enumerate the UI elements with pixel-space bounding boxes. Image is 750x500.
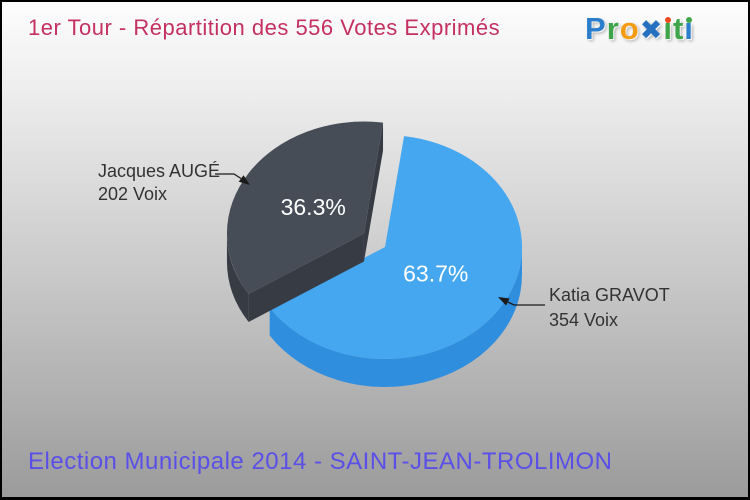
logo-letter: r xyxy=(606,11,620,46)
logo-letter-dot xyxy=(686,17,693,23)
arrowhead-left xyxy=(238,175,250,185)
pie-slice-side xyxy=(269,247,522,387)
candidate-name-right: Katia GRAVOT xyxy=(549,285,670,305)
candidate-name-left: Jacques AUGÉ xyxy=(98,161,220,181)
pie-slice-cut-face xyxy=(248,233,364,322)
pie-slice-top xyxy=(269,136,522,359)
callout-jacques-auge: Jacques AUGÉ 202 Voix xyxy=(98,161,250,204)
pie-slice-side xyxy=(226,233,249,322)
candidate-votes-left: 202 Voix xyxy=(98,184,167,204)
logo-letter: o xyxy=(619,11,640,46)
pie-percent-label: 36.3% xyxy=(281,194,346,220)
logo-letter: ı xyxy=(663,11,673,46)
pie-percent-label: 63.7% xyxy=(403,261,468,287)
logo-letter: ✖ xyxy=(639,15,664,45)
footer-caption: Election Municipale 2014 - SAINT-JEAN-TR… xyxy=(28,448,613,475)
candidate-votes-right: 354 Voix xyxy=(549,310,618,330)
logo-letter: ı xyxy=(684,11,694,46)
pie-slices: 63.7% 36.3% xyxy=(226,121,522,387)
leader-line-left xyxy=(215,173,242,180)
arrowhead-right xyxy=(498,297,510,306)
page-title: 1er Tour - Répartition des 556 Votes Exp… xyxy=(28,15,501,40)
logo-letter: P xyxy=(585,11,607,46)
pie-slice-cut-face xyxy=(363,122,384,262)
pie-slice-top xyxy=(226,121,384,294)
callout-katia-gravot: Katia GRAVOT 354 Voix xyxy=(498,285,670,330)
leader-line-right xyxy=(507,301,545,306)
logo-letter-dot xyxy=(665,17,672,23)
logo-letter: t xyxy=(672,11,685,46)
